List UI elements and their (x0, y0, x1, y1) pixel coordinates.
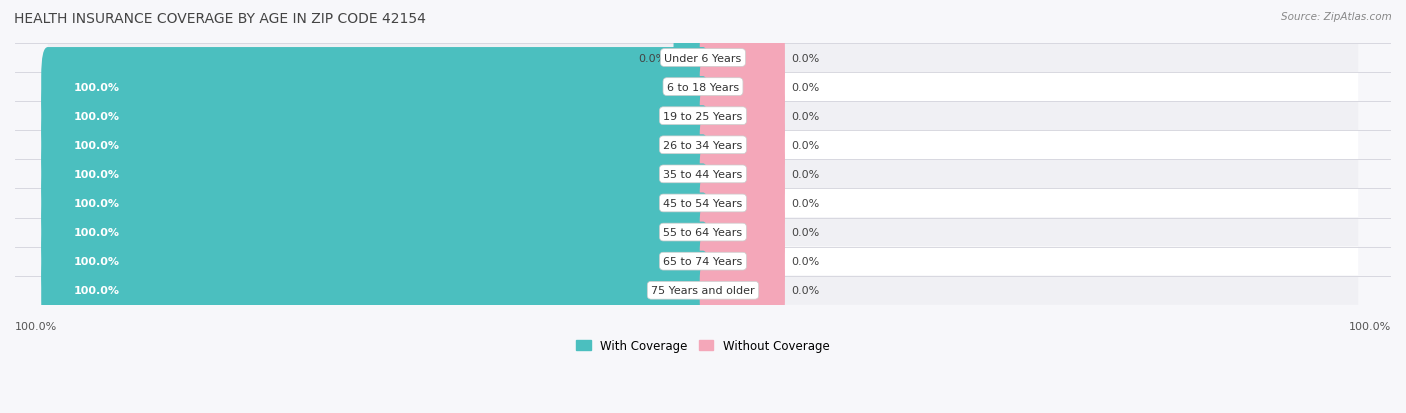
Text: 65 to 74 Years: 65 to 74 Years (664, 256, 742, 266)
FancyBboxPatch shape (48, 247, 1358, 276)
Text: 0.0%: 0.0% (792, 112, 820, 121)
Text: 100.0%: 100.0% (75, 83, 120, 93)
Text: 75 Years and older: 75 Years and older (651, 285, 755, 296)
Text: 45 to 54 Years: 45 to 54 Years (664, 199, 742, 209)
Text: 0.0%: 0.0% (792, 140, 820, 150)
FancyBboxPatch shape (41, 222, 710, 301)
Text: HEALTH INSURANCE COVERAGE BY AGE IN ZIP CODE 42154: HEALTH INSURANCE COVERAGE BY AGE IN ZIP … (14, 12, 426, 26)
Text: 100.0%: 100.0% (1348, 321, 1391, 331)
FancyBboxPatch shape (41, 251, 710, 330)
Text: 0.0%: 0.0% (792, 169, 820, 180)
Text: 100.0%: 100.0% (75, 256, 120, 266)
FancyBboxPatch shape (41, 77, 710, 156)
FancyBboxPatch shape (700, 237, 785, 287)
Text: 100.0%: 100.0% (75, 112, 120, 121)
Text: Source: ZipAtlas.com: Source: ZipAtlas.com (1281, 12, 1392, 22)
Text: 0.0%: 0.0% (792, 53, 820, 63)
Text: 0.0%: 0.0% (792, 199, 820, 209)
FancyBboxPatch shape (700, 121, 785, 171)
FancyBboxPatch shape (700, 150, 785, 199)
FancyBboxPatch shape (41, 164, 710, 243)
FancyBboxPatch shape (700, 91, 785, 141)
Text: 19 to 25 Years: 19 to 25 Years (664, 112, 742, 121)
Text: 55 to 64 Years: 55 to 64 Years (664, 228, 742, 237)
FancyBboxPatch shape (48, 160, 1358, 189)
FancyBboxPatch shape (41, 48, 710, 127)
Text: 6 to 18 Years: 6 to 18 Years (666, 83, 740, 93)
Text: 100.0%: 100.0% (75, 228, 120, 237)
FancyBboxPatch shape (700, 33, 785, 83)
Text: 100.0%: 100.0% (75, 285, 120, 296)
FancyBboxPatch shape (700, 62, 785, 112)
Text: 26 to 34 Years: 26 to 34 Years (664, 140, 742, 150)
FancyBboxPatch shape (41, 193, 710, 272)
FancyBboxPatch shape (700, 266, 785, 316)
Text: 0.0%: 0.0% (792, 256, 820, 266)
Text: 0.0%: 0.0% (792, 285, 820, 296)
FancyBboxPatch shape (48, 44, 1358, 73)
Text: Under 6 Years: Under 6 Years (665, 53, 741, 63)
FancyBboxPatch shape (41, 135, 710, 214)
Text: 0.0%: 0.0% (792, 228, 820, 237)
Text: 0.0%: 0.0% (792, 83, 820, 93)
FancyBboxPatch shape (48, 276, 1358, 305)
Text: 100.0%: 100.0% (75, 140, 120, 150)
FancyBboxPatch shape (41, 106, 710, 185)
FancyBboxPatch shape (48, 131, 1358, 160)
Text: 0.0%: 0.0% (638, 53, 666, 63)
FancyBboxPatch shape (48, 73, 1358, 102)
Text: 100.0%: 100.0% (15, 321, 58, 331)
FancyBboxPatch shape (48, 102, 1358, 131)
FancyBboxPatch shape (48, 218, 1358, 247)
FancyBboxPatch shape (48, 189, 1358, 218)
FancyBboxPatch shape (673, 33, 706, 83)
Text: 35 to 44 Years: 35 to 44 Years (664, 169, 742, 180)
Text: 100.0%: 100.0% (75, 199, 120, 209)
Legend: With Coverage, Without Coverage: With Coverage, Without Coverage (572, 334, 834, 356)
FancyBboxPatch shape (700, 208, 785, 257)
Text: 100.0%: 100.0% (75, 169, 120, 180)
FancyBboxPatch shape (700, 178, 785, 228)
